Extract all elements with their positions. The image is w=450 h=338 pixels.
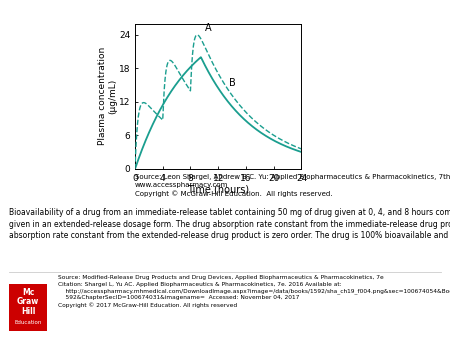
Text: Education: Education: [14, 320, 42, 325]
Text: Mc: Mc: [22, 288, 34, 297]
X-axis label: Time (hours): Time (hours): [187, 184, 249, 194]
Text: Source: Leon Shargel, Andrew B.C. Yu: Applied Biopharmaceutics & Pharmacokinetic: Source: Leon Shargel, Andrew B.C. Yu: Ap…: [135, 174, 450, 197]
Text: Hill: Hill: [21, 307, 35, 316]
Text: Graw: Graw: [17, 297, 39, 307]
Text: Bioavailability of a drug from an immediate-release tablet containing 50 mg of d: Bioavailability of a drug from an immedi…: [9, 208, 450, 240]
Text: B: B: [229, 78, 235, 88]
Text: Source: Modified-Release Drug Products and Drug Devices, Applied Biopharmaceutic: Source: Modified-Release Drug Products a…: [58, 275, 450, 308]
Y-axis label: Plasma concentration
(μg/mL): Plasma concentration (μg/mL): [98, 47, 117, 145]
Text: A: A: [205, 23, 212, 33]
